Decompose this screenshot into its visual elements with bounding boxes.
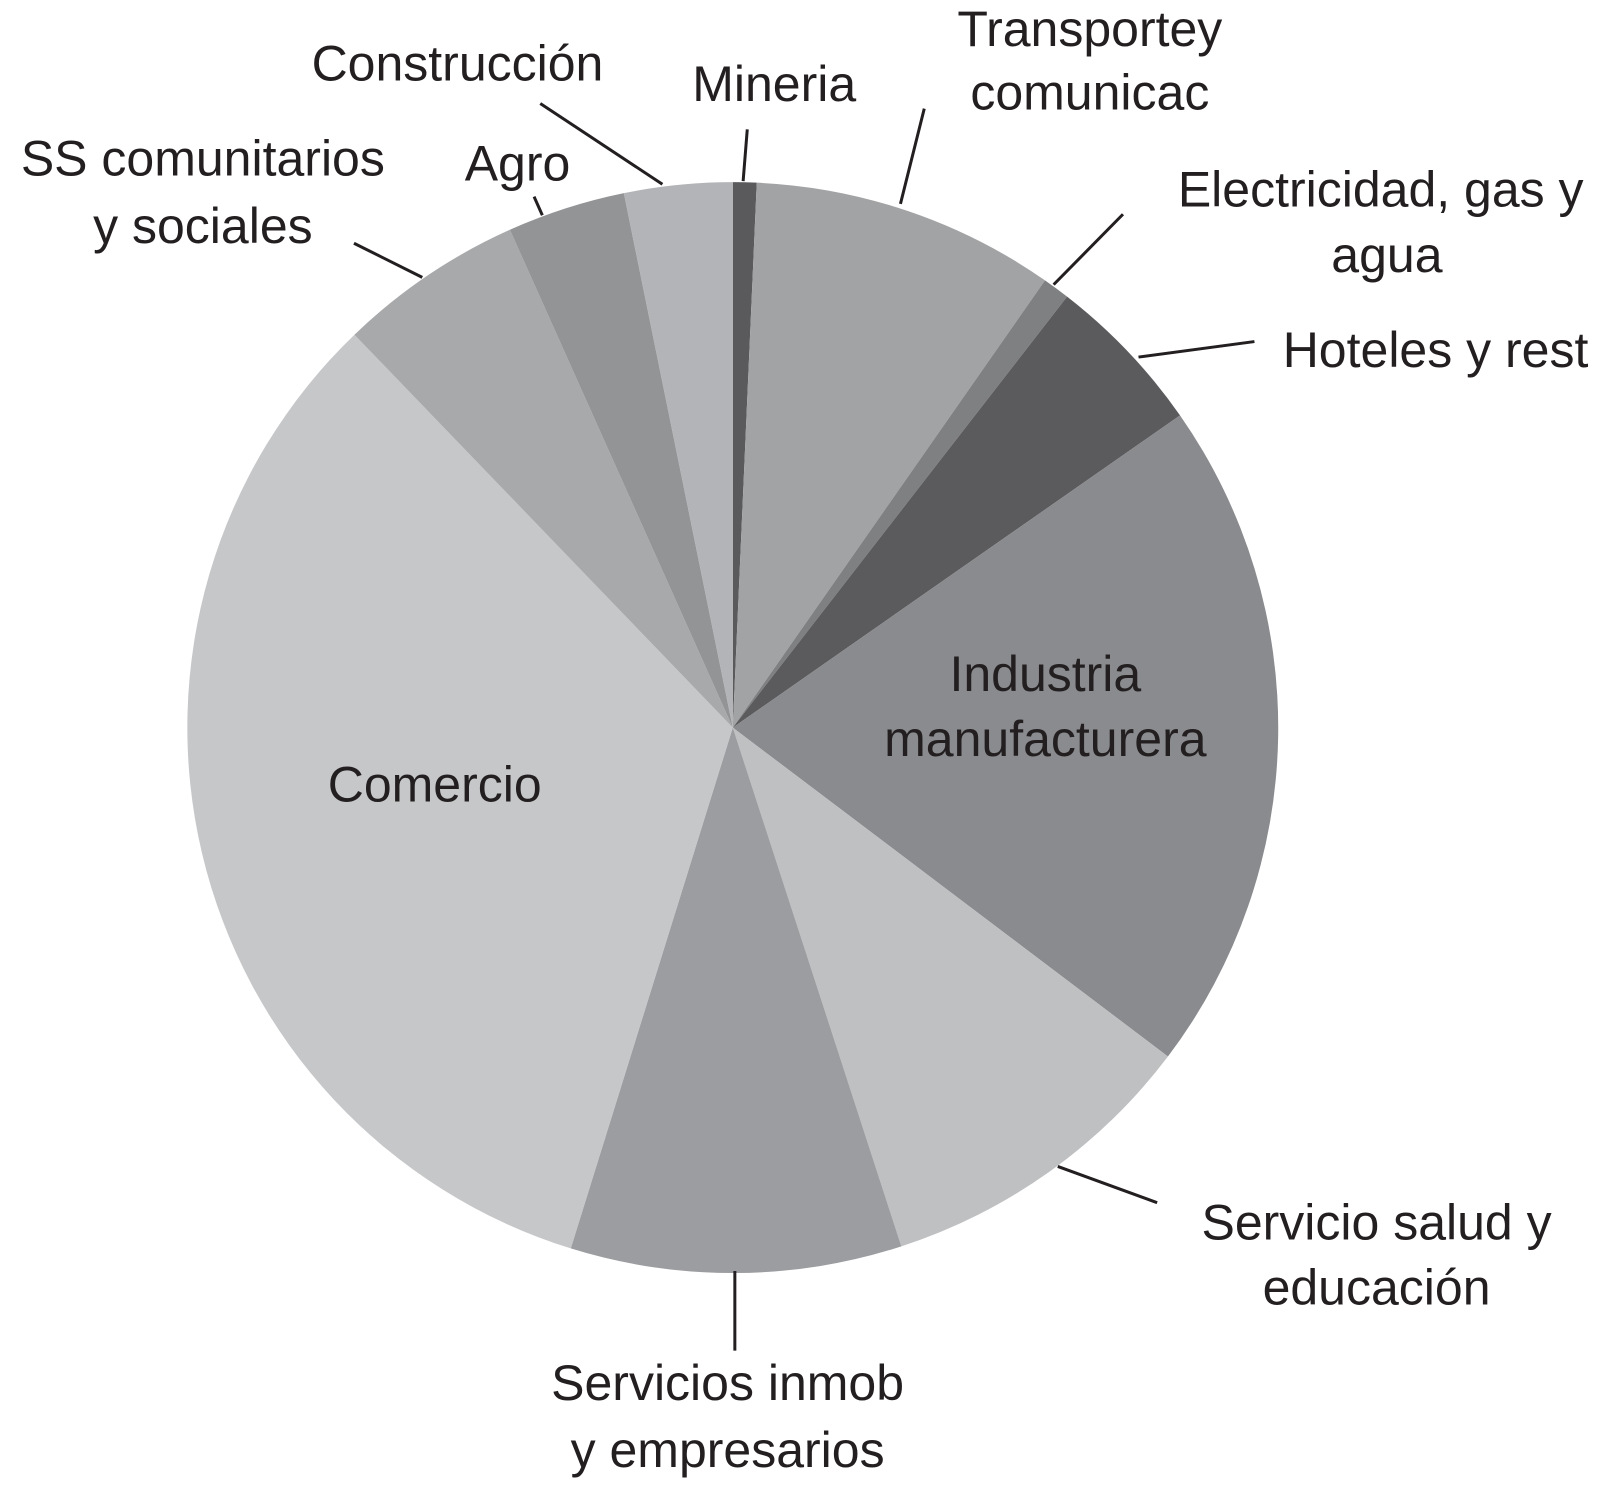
slice-label-line: Transportey bbox=[957, 1, 1222, 57]
slice-label: Servicios inmob y empresarios bbox=[551, 1355, 904, 1478]
slice-label-line: Hoteles y rest bbox=[1283, 322, 1589, 378]
pie-slice bbox=[623, 182, 733, 728]
leader-line bbox=[1057, 1165, 1158, 1205]
pie-slice bbox=[187, 334, 733, 1249]
pie-slice bbox=[570, 727, 902, 1274]
slice-label-line: Comercio bbox=[328, 757, 542, 813]
leader-line bbox=[898, 108, 926, 205]
slice-label: Transportey comunicac bbox=[957, 1, 1222, 120]
leader-line bbox=[532, 196, 544, 216]
leader-line bbox=[539, 102, 664, 186]
slice-label: Industria manufacturera bbox=[884, 646, 1207, 767]
slice-label-line: y empresarios bbox=[571, 1422, 885, 1478]
slice-label-line: Industria bbox=[949, 646, 1141, 702]
slice-label-line: SS comunitarios bbox=[21, 131, 385, 187]
pie-slice bbox=[732, 280, 1068, 728]
pie-slice bbox=[732, 182, 1046, 728]
slice-label-line: Electricidad, gas y bbox=[1178, 162, 1584, 218]
slice-label: SS comunitarios y sociales bbox=[21, 131, 385, 254]
slice-label-line: Construcción bbox=[312, 35, 604, 91]
slice-label-line: comunicac bbox=[970, 64, 1209, 120]
slice-label-line: manufacturera bbox=[884, 711, 1207, 767]
pie-slice bbox=[732, 296, 1181, 728]
pie-slice bbox=[732, 727, 1168, 1247]
pie-slice bbox=[732, 182, 757, 728]
pie-slice bbox=[354, 229, 733, 728]
leader-line bbox=[1052, 213, 1125, 286]
slice-label-line: Servicios inmob bbox=[551, 1355, 904, 1411]
slice-label-line: agua bbox=[1331, 227, 1442, 283]
leader-line bbox=[741, 129, 749, 182]
leader-line bbox=[1138, 340, 1255, 359]
slice-label: Comercio bbox=[328, 757, 542, 813]
slice-label: Electricidad, gas y agua bbox=[1178, 162, 1584, 283]
slice-label-line: Agro bbox=[465, 136, 571, 192]
slice-label-line: y sociales bbox=[93, 198, 313, 254]
slice-label: Agro bbox=[465, 136, 571, 192]
slice-label-line: Mineria bbox=[692, 56, 856, 112]
slice-label-line: Servicio salud y bbox=[1201, 1195, 1551, 1251]
pie-slice bbox=[732, 415, 1279, 1057]
leader-line bbox=[353, 241, 423, 279]
pie-slice bbox=[509, 193, 733, 728]
slice-label: Construcción bbox=[312, 35, 604, 91]
slice-label: Hoteles y rest bbox=[1283, 322, 1589, 378]
slice-label: Mineria bbox=[692, 56, 856, 112]
slice-label-line: educación bbox=[1263, 1260, 1491, 1316]
slice-label: Servicio salud y educación bbox=[1201, 1195, 1551, 1316]
